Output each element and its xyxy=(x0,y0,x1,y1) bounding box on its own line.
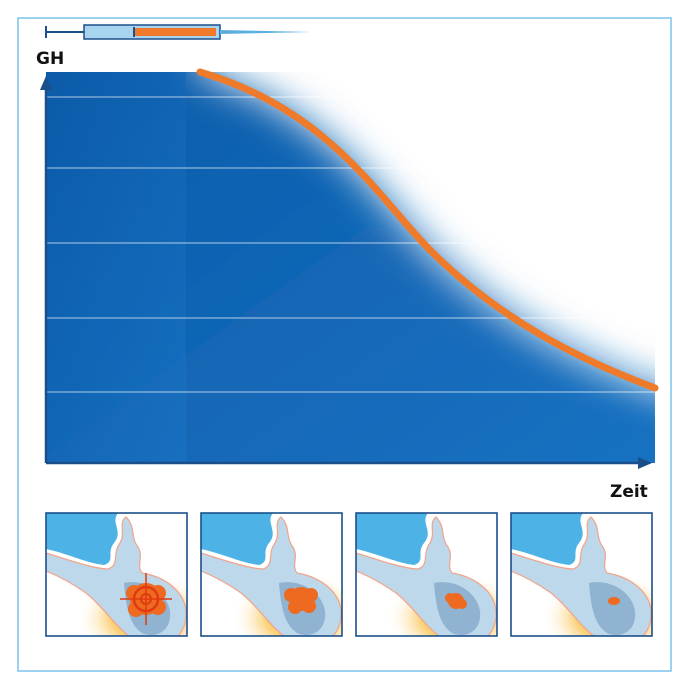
panel xyxy=(46,513,216,663)
panel xyxy=(201,513,371,663)
plot-area xyxy=(0,20,688,520)
x-axis-label: Zeit xyxy=(610,482,648,502)
panel xyxy=(356,513,526,663)
syringe-icon xyxy=(46,25,312,39)
diagram: GH Zeit xyxy=(0,0,688,687)
y-axis-label: GH xyxy=(36,49,64,69)
panel xyxy=(511,513,681,663)
